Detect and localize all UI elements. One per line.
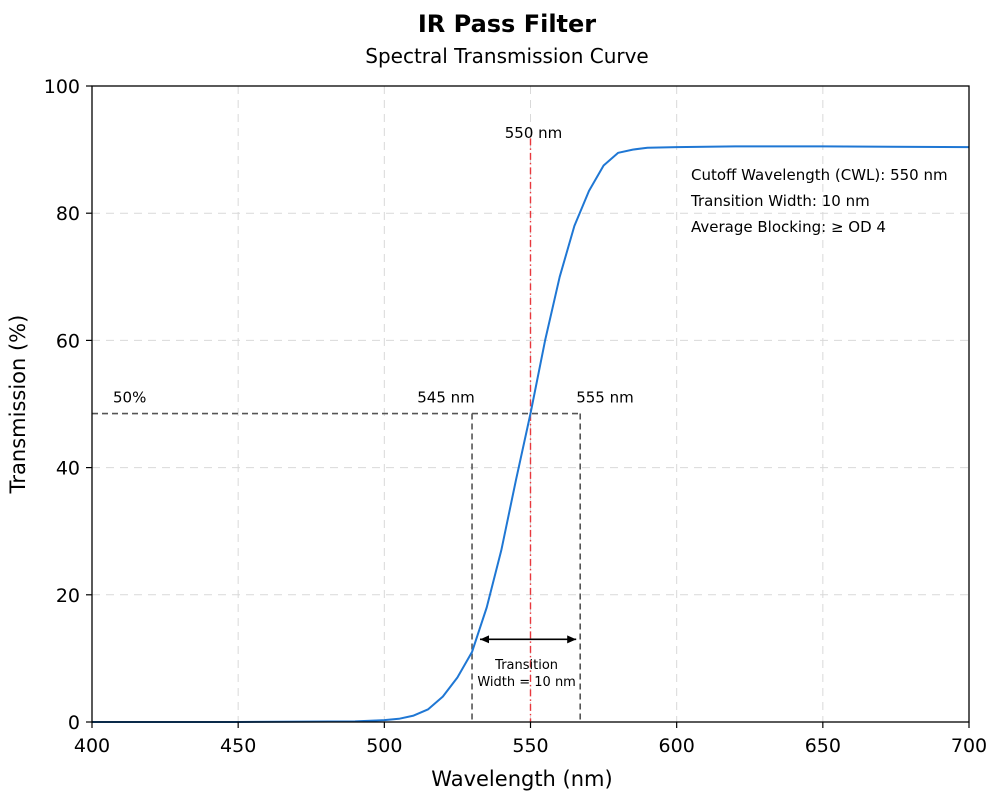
x-axis-label: Wavelength (nm): [431, 767, 612, 791]
cwl-line-label: 550 nm: [505, 124, 563, 142]
series-layer: [92, 145, 970, 723]
transmission-curve: [92, 145, 970, 723]
reference-lines: [92, 138, 581, 722]
info-line-cwl: Cutoff Wavelength (CWL): 550 nm: [691, 166, 948, 184]
y-tick-label: 60: [56, 330, 80, 352]
chart-subtitle: Spectral Transmission Curve: [365, 44, 649, 68]
transition-label-line1: Transition: [494, 658, 558, 673]
y-axis-label: Transmission (%): [6, 315, 30, 495]
x-tick-label: 600: [659, 735, 695, 757]
x-tick-label: 650: [805, 735, 841, 757]
info-line-width: Transition Width: 10 nm: [690, 192, 870, 210]
info-line-blocking: Average Blocking: ≥ OD 4: [691, 218, 886, 236]
transition-label-line2: Width = 10 nm: [477, 675, 576, 690]
y-tick-label: 40: [56, 458, 80, 480]
y-tick-label: 20: [56, 585, 80, 607]
left-bound-label: 545 nm: [417, 389, 475, 407]
y-tick-label: 100: [44, 76, 80, 98]
x-tick-label: 450: [220, 735, 256, 757]
info-box: Cutoff Wavelength (CWL): 550 nm Transiti…: [690, 166, 948, 236]
x-tick-label: 550: [512, 735, 548, 757]
chart-title: IR Pass Filter: [418, 10, 596, 38]
y-tick-label: 0: [68, 712, 80, 734]
x-tick-label: 700: [951, 735, 987, 757]
x-tick-label: 500: [366, 735, 402, 757]
y-tick-label: 80: [56, 203, 80, 225]
x-tick-label: 400: [74, 735, 110, 757]
right-bound-label: 555 nm: [576, 389, 634, 407]
half-level-label: 50%: [113, 389, 146, 407]
tick-layer: 400 450 500 550 600 650 700 0 20 40 60 80 100: [44, 76, 987, 757]
